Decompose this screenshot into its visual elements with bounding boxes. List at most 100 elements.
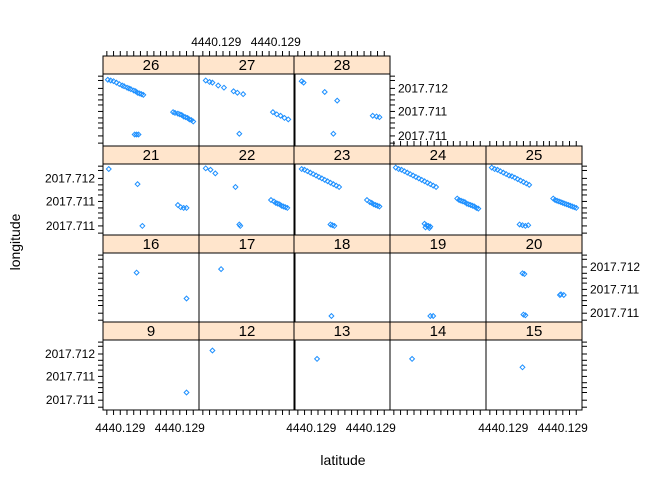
data-point	[503, 170, 510, 178]
right-axis-25	[582, 165, 587, 234]
data-point	[121, 83, 128, 90]
strip-label-13: 13	[334, 323, 351, 340]
data-point	[430, 182, 437, 189]
panel-frame-19	[389, 252, 487, 324]
data-point	[209, 347, 216, 354]
data-point	[230, 88, 237, 95]
strip-label-23: 23	[334, 147, 351, 164]
data-point	[315, 173, 323, 181]
y-tick-label: 2017.711	[590, 306, 639, 320]
data-point	[376, 114, 383, 121]
x-tick-label: 4440.129	[538, 421, 588, 435]
data-point	[321, 176, 328, 183]
panel-frame-20	[485, 252, 583, 324]
x-tick-label: 4440.129	[155, 421, 205, 435]
data-point	[330, 130, 337, 137]
data-point	[526, 181, 533, 188]
panel-24: 24	[389, 145, 487, 237]
data-point	[497, 168, 504, 175]
left-axis-26	[98, 75, 103, 144]
data-point	[336, 183, 343, 191]
data-point	[398, 166, 405, 173]
data-point	[432, 183, 440, 191]
strip-label-18: 18	[334, 236, 351, 253]
data-point	[281, 114, 288, 122]
strip-label-28: 28	[334, 57, 351, 74]
bottom-axis-9: 4440.129 4440.129	[95, 410, 205, 435]
data-point	[422, 224, 429, 231]
data-point	[300, 79, 307, 86]
x-tick-label: 4440.129	[95, 421, 145, 435]
data-point	[236, 130, 243, 137]
panel-frame-12	[198, 339, 296, 411]
data-point	[369, 112, 376, 119]
panel-frame-14	[389, 339, 487, 411]
y-tick-label: 2017.711	[46, 369, 95, 383]
x-tick-label: 4440.129	[251, 35, 301, 49]
right-axis-20: 2017.712 2017.711 2017.711	[582, 254, 640, 321]
x-tick-label: 4440.129	[191, 35, 241, 49]
y-tick-label: 2017.712	[398, 81, 448, 95]
y-axis-title: longitude	[7, 213, 23, 270]
y-tick-label: 2017.712	[590, 260, 640, 274]
data-point	[215, 82, 222, 89]
panel-18: 18	[293, 234, 391, 324]
y-tick-label: 2017.711	[398, 129, 447, 143]
bottom-axis-13: 4440.129 4440.129	[286, 410, 396, 435]
data-point	[202, 165, 209, 172]
strip-label-15: 15	[526, 323, 543, 340]
data-point	[217, 265, 225, 273]
panel-22: 22	[198, 145, 296, 237]
panel-19: 19	[389, 234, 487, 324]
strip-label-9: 9	[147, 323, 155, 340]
data-point	[240, 91, 247, 98]
panel-16: 16	[102, 234, 200, 324]
data-point	[269, 109, 277, 116]
data-point	[333, 182, 340, 189]
y-tick-label: 2017.712	[45, 171, 95, 185]
data-point	[418, 176, 425, 183]
data-point	[140, 91, 147, 98]
data-point	[284, 204, 291, 212]
strip-label-22: 22	[239, 147, 256, 164]
data-point	[267, 196, 275, 204]
data-point	[116, 80, 123, 88]
data-point	[488, 164, 495, 171]
panel-frame-22	[198, 163, 296, 237]
data-point	[401, 168, 408, 175]
strip-label-27: 27	[239, 57, 256, 74]
data-point	[237, 222, 244, 230]
panel-frame-15	[485, 339, 583, 411]
strip-label-17: 17	[239, 236, 256, 253]
data-point	[517, 177, 524, 184]
strip-label-21: 21	[143, 147, 160, 164]
panel-frame-28	[293, 73, 391, 147]
x-tick-label: 4440.129	[286, 421, 336, 435]
x-tick-label: 4440.129	[478, 421, 528, 435]
data-point	[318, 175, 325, 182]
panel-frame-9	[102, 339, 200, 411]
bottom-axis-12	[202, 410, 290, 415]
panel-28: 28	[293, 55, 391, 147]
data-point	[328, 312, 335, 320]
right-axis-15	[582, 341, 587, 408]
panel-frame-24	[389, 163, 487, 237]
data-point	[133, 131, 140, 138]
panel-frame-23	[293, 163, 391, 237]
data-point	[183, 204, 190, 212]
data-point	[105, 165, 112, 173]
panel-26: 26	[102, 55, 200, 147]
data-point	[234, 89, 241, 96]
data-point	[519, 364, 526, 371]
strip-label-20: 20	[526, 236, 543, 253]
x-axis-title: latitude	[320, 452, 365, 468]
data-point	[183, 389, 190, 396]
data-point	[327, 179, 334, 186]
top-axis-26	[106, 51, 194, 56]
data-point	[202, 77, 209, 84]
panel-17: 17	[198, 234, 296, 324]
x-tick-label: 4440.129	[346, 421, 396, 435]
panel-9: 9	[102, 321, 200, 411]
strip-label-14: 14	[430, 323, 447, 340]
